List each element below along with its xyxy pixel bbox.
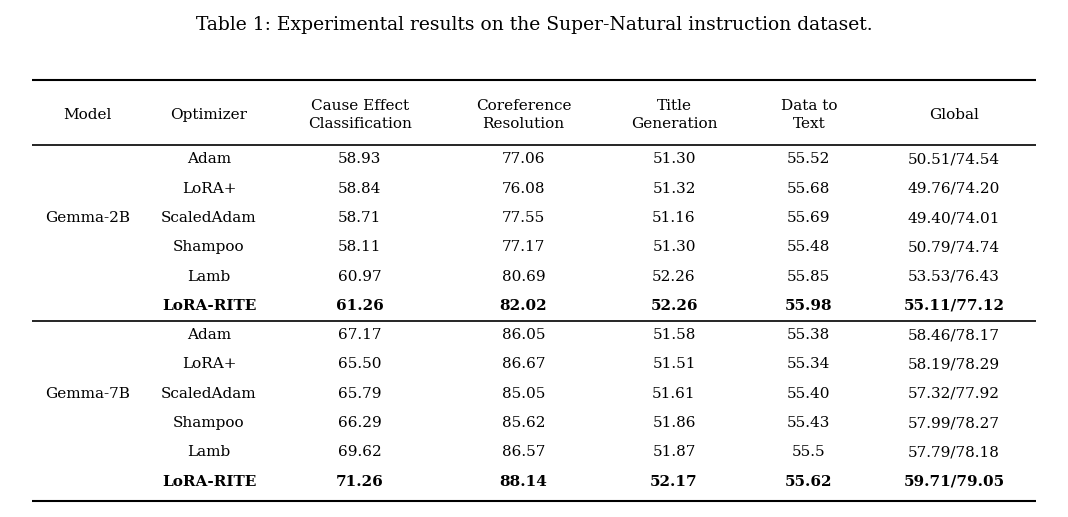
- Text: 58.93: 58.93: [337, 153, 381, 166]
- Text: 57.79/78.18: 57.79/78.18: [908, 445, 1000, 460]
- Text: Shampoo: Shampoo: [173, 416, 245, 430]
- Text: 52.26: 52.26: [650, 299, 697, 313]
- Text: 60.97: 60.97: [337, 269, 381, 284]
- Text: 82.02: 82.02: [500, 299, 547, 313]
- Text: 52.26: 52.26: [653, 269, 696, 284]
- Text: 51.61: 51.61: [653, 387, 696, 401]
- Text: Optimizer: Optimizer: [171, 108, 248, 122]
- Text: Lamb: Lamb: [187, 269, 231, 284]
- Text: 51.32: 51.32: [653, 181, 695, 196]
- Text: 55.34: 55.34: [787, 357, 831, 372]
- Text: 71.26: 71.26: [335, 475, 383, 489]
- Text: 77.06: 77.06: [502, 153, 545, 166]
- Text: 58.11: 58.11: [337, 240, 381, 254]
- Text: 55.68: 55.68: [787, 181, 831, 196]
- Text: 55.52: 55.52: [787, 153, 831, 166]
- Text: 58.84: 58.84: [337, 181, 381, 196]
- Text: 55.5: 55.5: [792, 445, 826, 460]
- Text: 51.58: 51.58: [653, 328, 695, 342]
- Text: 51.30: 51.30: [653, 240, 695, 254]
- Text: 53.53/76.43: 53.53/76.43: [908, 269, 1000, 284]
- Text: 58.19/78.29: 58.19/78.29: [908, 357, 1000, 372]
- Text: 58.71: 58.71: [337, 211, 381, 225]
- Text: 65.50: 65.50: [337, 357, 381, 372]
- Text: 55.43: 55.43: [787, 416, 831, 430]
- Text: Coreference
Resolution: Coreference Resolution: [475, 99, 571, 131]
- Text: Title
Generation: Title Generation: [631, 99, 718, 131]
- Text: 55.62: 55.62: [785, 475, 833, 489]
- Text: 51.30: 51.30: [653, 153, 695, 166]
- Text: Lamb: Lamb: [187, 445, 231, 460]
- Text: 55.69: 55.69: [787, 211, 831, 225]
- Text: 49.76/74.20: 49.76/74.20: [908, 181, 1001, 196]
- Text: ScaledAdam: ScaledAdam: [161, 211, 257, 225]
- Text: LoRA+: LoRA+: [182, 357, 236, 372]
- Text: Model: Model: [63, 108, 112, 122]
- Text: 65.79: 65.79: [337, 387, 381, 401]
- Text: Adam: Adam: [187, 328, 231, 342]
- Text: 55.11/77.12: 55.11/77.12: [904, 299, 1005, 313]
- Text: 55.38: 55.38: [787, 328, 831, 342]
- Text: 52.17: 52.17: [650, 475, 697, 489]
- Text: LoRA+: LoRA+: [182, 181, 236, 196]
- Text: 51.86: 51.86: [653, 416, 695, 430]
- Text: 76.08: 76.08: [502, 181, 545, 196]
- Text: Global: Global: [929, 108, 979, 122]
- Text: 50.79/74.74: 50.79/74.74: [908, 240, 1000, 254]
- Text: 51.16: 51.16: [653, 211, 696, 225]
- Text: Gemma-2B: Gemma-2B: [45, 211, 130, 225]
- Text: 55.48: 55.48: [787, 240, 831, 254]
- Text: Cause Effect
Classification: Cause Effect Classification: [308, 99, 411, 131]
- Text: 88.14: 88.14: [500, 475, 548, 489]
- Text: 80.69: 80.69: [502, 269, 546, 284]
- Text: 66.29: 66.29: [337, 416, 381, 430]
- Text: 57.99/78.27: 57.99/78.27: [908, 416, 1000, 430]
- Text: 51.51: 51.51: [653, 357, 695, 372]
- Text: Table 1: Experimental results on the Super-Natural instruction dataset.: Table 1: Experimental results on the Sup…: [195, 16, 873, 34]
- Text: 77.55: 77.55: [502, 211, 545, 225]
- Text: 67.17: 67.17: [337, 328, 381, 342]
- Text: 69.62: 69.62: [337, 445, 381, 460]
- Text: 86.67: 86.67: [502, 357, 545, 372]
- Text: 58.46/78.17: 58.46/78.17: [908, 328, 1000, 342]
- Text: 77.17: 77.17: [502, 240, 545, 254]
- Text: 57.32/77.92: 57.32/77.92: [908, 387, 1000, 401]
- Text: ScaledAdam: ScaledAdam: [161, 387, 257, 401]
- Text: 86.57: 86.57: [502, 445, 545, 460]
- Text: 55.98: 55.98: [785, 299, 833, 313]
- Text: 51.87: 51.87: [653, 445, 695, 460]
- Text: 61.26: 61.26: [335, 299, 383, 313]
- Text: 85.62: 85.62: [502, 416, 545, 430]
- Text: 55.85: 55.85: [787, 269, 831, 284]
- Text: Gemma-7B: Gemma-7B: [45, 387, 130, 401]
- Text: LoRA-RITE: LoRA-RITE: [162, 475, 256, 489]
- Text: Adam: Adam: [187, 153, 231, 166]
- Text: 85.05: 85.05: [502, 387, 545, 401]
- Text: 49.40/74.01: 49.40/74.01: [908, 211, 1001, 225]
- Text: 55.40: 55.40: [787, 387, 831, 401]
- Text: Shampoo: Shampoo: [173, 240, 245, 254]
- Text: LoRA-RITE: LoRA-RITE: [162, 299, 256, 313]
- Text: 50.51/74.54: 50.51/74.54: [908, 153, 1000, 166]
- Text: 86.05: 86.05: [502, 328, 545, 342]
- Text: 59.71/79.05: 59.71/79.05: [904, 475, 1005, 489]
- Text: Data to
Text: Data to Text: [781, 99, 837, 131]
